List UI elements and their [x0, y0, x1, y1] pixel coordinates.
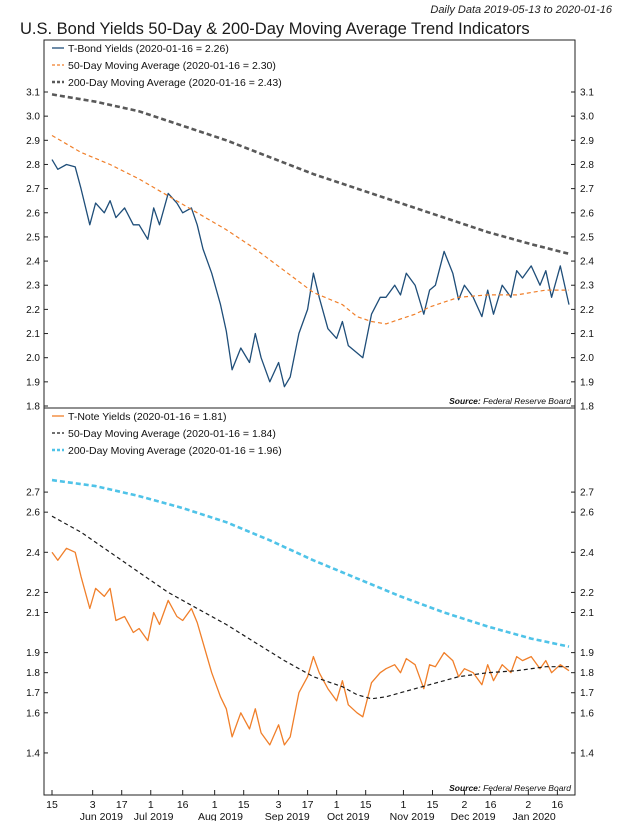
bottom-ytick-label-right: 1.7 — [580, 688, 594, 699]
top-ytick-label-left: 1.8 — [26, 402, 40, 413]
xtick-day-label: 17 — [302, 799, 314, 811]
top-ytick-label-right: 3.0 — [580, 112, 594, 123]
bottom-ytick-label-left: 1.9 — [26, 648, 40, 659]
top-ytick-label-right: 2.1 — [580, 329, 594, 340]
top-ytick-label-left: 2.6 — [26, 208, 40, 219]
bottom-source: Source: Federal Reserve Board — [449, 783, 571, 793]
top-ytick-label-left: 2.8 — [26, 160, 40, 171]
xtick-day-label: 16 — [552, 799, 564, 811]
top-ytick-label-left: 2.5 — [26, 232, 40, 243]
xtick-day-label: 16 — [177, 799, 189, 811]
top-ytick-label-right: 2.8 — [580, 160, 594, 171]
bottom-ytick-label-left: 2.6 — [26, 508, 40, 519]
top-source-text: Federal Reserve Board — [483, 396, 571, 406]
bottom-ytick-label-left: 2.1 — [26, 608, 40, 619]
top-source: Source: Federal Reserve Board — [449, 396, 571, 406]
bottom-series-line-1 — [51, 515, 569, 700]
bottom-ytick-label-left: 2.7 — [26, 488, 40, 499]
chart-title: U.S. Bond Yields 50-Day & 200-Day Moving… — [20, 20, 530, 38]
bottom-ytick-label-right: 2.7 — [580, 488, 594, 499]
top-ytick-label-right: 1.9 — [580, 377, 594, 388]
xtick-day-label: 1 — [212, 799, 218, 811]
xtick-day-label: 15 — [427, 799, 439, 811]
xtick-month-label: Nov 2019 — [390, 811, 435, 821]
top-ytick-label-left: 2.4 — [26, 257, 40, 268]
bottom-ytick-label-left: 1.8 — [26, 668, 40, 679]
top-source-label: Source: — [449, 396, 483, 406]
bottom-legend-label-1: 50-Day Moving Average (2020-01-16 = 1.84… — [68, 428, 276, 440]
top-series-line-2 — [51, 93, 570, 256]
xtick-day-label: 15 — [238, 799, 250, 811]
bottom-ytick-label-right: 1.9 — [580, 648, 594, 659]
chart-subtitle: Daily Data 2019-05-13 to 2020-01-16 — [430, 4, 612, 16]
xtick-month-label: Dec 2019 — [451, 811, 496, 821]
bottom-legend-label-2: 200-Day Moving Average (2020-01-16 = 1.9… — [68, 445, 282, 457]
top-ytick-label-right: 3.1 — [580, 88, 594, 99]
xtick-day-label: 2 — [462, 799, 468, 811]
bottom-ytick-label-right: 2.6 — [580, 508, 594, 519]
top-ytick-label-right: 2.9 — [580, 136, 594, 147]
top-ytick-label-left: 2.2 — [26, 305, 40, 316]
bottom-ytick-label-left: 2.4 — [26, 548, 40, 559]
bottom-series-line-0 — [51, 547, 570, 746]
top-ytick-label-left: 2.9 — [26, 136, 40, 147]
xtick-month-label: Jun 2019 — [80, 811, 123, 821]
top-ytick-label-left: 2.0 — [26, 353, 40, 364]
top-ytick-label-left: 2.1 — [26, 329, 40, 340]
xtick-month-label: Oct 2019 — [327, 811, 370, 821]
bottom-ytick-label-right: 1.8 — [580, 668, 594, 679]
xtick-day-label: 3 — [90, 799, 96, 811]
xtick-month-label: Sep 2019 — [265, 811, 310, 821]
xtick-day-label: 1 — [334, 799, 340, 811]
top-ytick-label-right: 2.5 — [580, 232, 594, 243]
bottom-ytick-label-right: 1.4 — [580, 748, 594, 759]
top-ytick-label-right: 1.8 — [580, 402, 594, 413]
bottom-source-label: Source: — [449, 783, 483, 793]
top-ytick-label-right: 2.4 — [580, 257, 594, 268]
top-legend-label-1: 50-Day Moving Average (2020-01-16 = 2.30… — [68, 60, 276, 72]
top-ytick-label-right: 2.7 — [580, 184, 594, 195]
bottom-ytick-label-right: 2.1 — [580, 608, 594, 619]
xtick-day-label: 2 — [525, 799, 531, 811]
top-ytick-label-right: 2.2 — [580, 305, 594, 316]
xtick-month-label: Aug 2019 — [198, 811, 243, 821]
bottom-series-line-2 — [51, 478, 570, 648]
top-ytick-label-left: 3.1 — [26, 88, 40, 99]
bottom-ytick-label-left: 1.7 — [26, 688, 40, 699]
xtick-day-label: 1 — [401, 799, 407, 811]
xtick-day-label: 16 — [485, 799, 497, 811]
bottom-legend-label-0: T-Note Yields (2020-01-16 = 1.81) — [68, 411, 226, 423]
top-legend-label-2: 200-Day Moving Average (2020-01-16 = 2.4… — [68, 77, 282, 89]
top-legend-label-0: T-Bond Yields (2020-01-16 = 2.26) — [68, 43, 229, 55]
xtick-day-label: 3 — [276, 799, 282, 811]
xtick-day-label: 17 — [116, 799, 128, 811]
xtick-month-label: Jan 2020 — [513, 811, 556, 821]
xtick-day-label: 15 — [46, 799, 58, 811]
top-ytick-label-right: 2.0 — [580, 353, 594, 364]
top-series-line-0 — [51, 159, 570, 388]
top-series-line-1 — [51, 134, 569, 325]
top-ytick-label-left: 1.9 — [26, 377, 40, 388]
bottom-ytick-label-left: 1.6 — [26, 708, 40, 719]
top-ytick-label-right: 2.6 — [580, 208, 594, 219]
top-ytick-label-left: 2.7 — [26, 184, 40, 195]
bottom-ytick-label-right: 1.6 — [580, 708, 594, 719]
bottom-ytick-label-right: 2.2 — [580, 588, 594, 599]
top-ytick-label-right: 2.3 — [580, 281, 594, 292]
xtick-day-label: 1 — [148, 799, 154, 811]
bottom-source-text: Federal Reserve Board — [483, 783, 571, 793]
bottom-ytick-label-right: 2.4 — [580, 548, 594, 559]
bottom-ytick-label-left: 1.4 — [26, 748, 40, 759]
xtick-month-label: Jul 2019 — [134, 811, 174, 821]
xtick-day-label: 15 — [360, 799, 372, 811]
top-ytick-label-left: 3.0 — [26, 112, 40, 123]
bottom-ytick-label-left: 2.2 — [26, 588, 40, 599]
plot-frame — [43, 39, 576, 796]
top-ytick-label-left: 2.3 — [26, 281, 40, 292]
